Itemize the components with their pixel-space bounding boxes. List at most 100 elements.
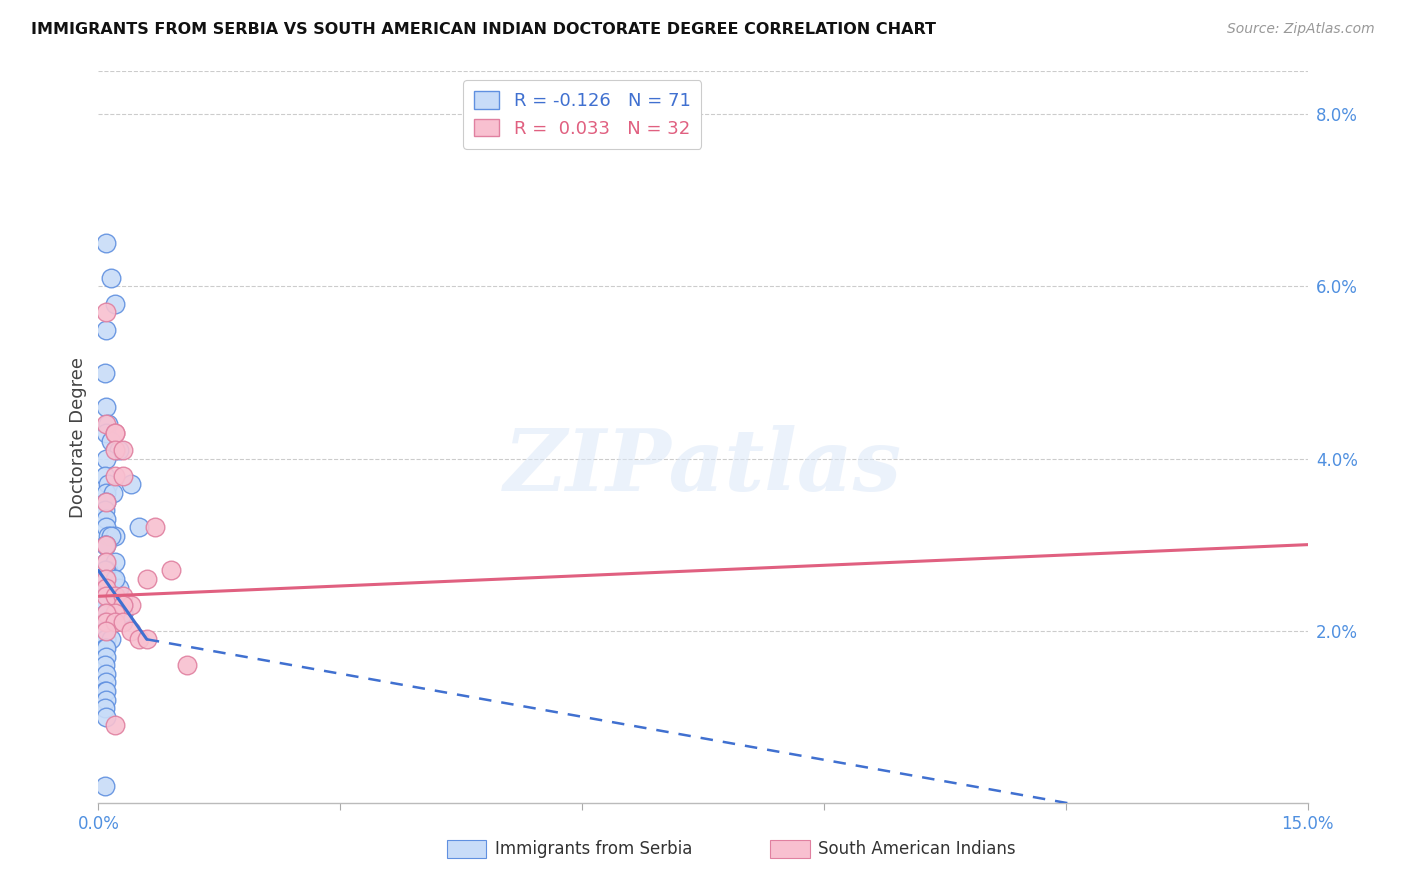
Point xyxy=(94,366,117,380)
Point xyxy=(103,425,125,440)
Point xyxy=(135,632,157,647)
Point xyxy=(96,451,118,466)
Point xyxy=(96,649,118,664)
Point xyxy=(94,512,117,526)
Point xyxy=(96,486,118,500)
Point xyxy=(96,538,118,552)
Point xyxy=(96,425,118,440)
Point xyxy=(107,581,129,595)
Point xyxy=(96,589,118,603)
Point xyxy=(96,589,118,603)
Point xyxy=(111,598,134,612)
Point xyxy=(96,538,118,552)
Point xyxy=(94,632,117,647)
Point xyxy=(94,779,117,793)
Point xyxy=(96,494,118,508)
Point xyxy=(96,581,118,595)
Point xyxy=(96,598,118,612)
Point xyxy=(100,529,122,543)
Point xyxy=(94,538,117,552)
Point xyxy=(94,564,117,578)
Point xyxy=(96,564,118,578)
Point xyxy=(103,425,125,440)
Point xyxy=(96,572,118,586)
Point xyxy=(96,624,118,638)
Point xyxy=(111,607,134,621)
Point xyxy=(160,564,183,578)
Point xyxy=(120,624,142,638)
Point xyxy=(96,572,118,586)
Point xyxy=(111,442,134,457)
Point xyxy=(94,581,117,595)
Point xyxy=(96,607,118,621)
Point xyxy=(111,468,134,483)
Point xyxy=(100,434,122,449)
Point xyxy=(94,589,117,603)
Point xyxy=(96,615,118,629)
Point xyxy=(94,581,117,595)
Text: IMMIGRANTS FROM SERBIA VS SOUTH AMERICAN INDIAN DOCTORATE DEGREE CORRELATION CHA: IMMIGRANTS FROM SERBIA VS SOUTH AMERICAN… xyxy=(31,22,936,37)
Point xyxy=(103,529,125,543)
Point xyxy=(94,701,117,715)
Point xyxy=(103,296,125,310)
Point xyxy=(94,615,117,629)
Text: ZIPatlas: ZIPatlas xyxy=(503,425,903,508)
Point xyxy=(111,607,134,621)
Point xyxy=(96,581,118,595)
Point xyxy=(103,615,125,629)
Point xyxy=(97,564,120,578)
Point xyxy=(96,305,118,319)
Point xyxy=(96,520,118,534)
Point xyxy=(111,615,134,629)
Point xyxy=(96,236,118,251)
Point xyxy=(96,555,118,569)
Point xyxy=(103,718,125,732)
Point xyxy=(96,692,118,706)
Point xyxy=(103,607,125,621)
Text: Immigrants from Serbia: Immigrants from Serbia xyxy=(495,840,692,858)
Point xyxy=(100,632,122,647)
Text: South American Indians: South American Indians xyxy=(818,840,1017,858)
Point xyxy=(96,572,118,586)
Text: Source: ZipAtlas.com: Source: ZipAtlas.com xyxy=(1227,22,1375,37)
Point xyxy=(101,572,124,586)
Point xyxy=(128,520,150,534)
Point xyxy=(135,572,157,586)
Point xyxy=(96,400,118,414)
Point xyxy=(96,322,118,336)
Point xyxy=(96,615,118,629)
Point xyxy=(103,598,125,612)
Point xyxy=(94,624,117,638)
Point xyxy=(96,555,118,569)
Point xyxy=(94,666,117,681)
Point xyxy=(103,615,125,629)
Point xyxy=(97,529,120,543)
Point xyxy=(94,503,117,517)
Point xyxy=(94,684,117,698)
Point xyxy=(100,271,122,285)
Point xyxy=(101,486,124,500)
Point xyxy=(94,598,117,612)
Y-axis label: Doctorate Degree: Doctorate Degree xyxy=(69,357,87,517)
Point xyxy=(107,442,129,457)
Point xyxy=(103,468,125,483)
Point xyxy=(103,442,125,457)
Point xyxy=(94,640,117,655)
Point xyxy=(94,468,117,483)
Point xyxy=(103,572,125,586)
Point xyxy=(97,477,120,491)
Point xyxy=(97,417,120,432)
Point xyxy=(96,640,118,655)
Point xyxy=(128,632,150,647)
Point xyxy=(96,417,118,432)
Point xyxy=(96,710,118,724)
Point xyxy=(94,684,117,698)
Point xyxy=(96,624,118,638)
Point xyxy=(111,598,134,612)
Point xyxy=(96,675,118,690)
Point xyxy=(103,555,125,569)
Legend: R = -0.126   N = 71, R =  0.033   N = 32: R = -0.126 N = 71, R = 0.033 N = 32 xyxy=(463,80,702,149)
Point xyxy=(103,607,125,621)
Point xyxy=(103,589,125,603)
Point xyxy=(94,658,117,673)
